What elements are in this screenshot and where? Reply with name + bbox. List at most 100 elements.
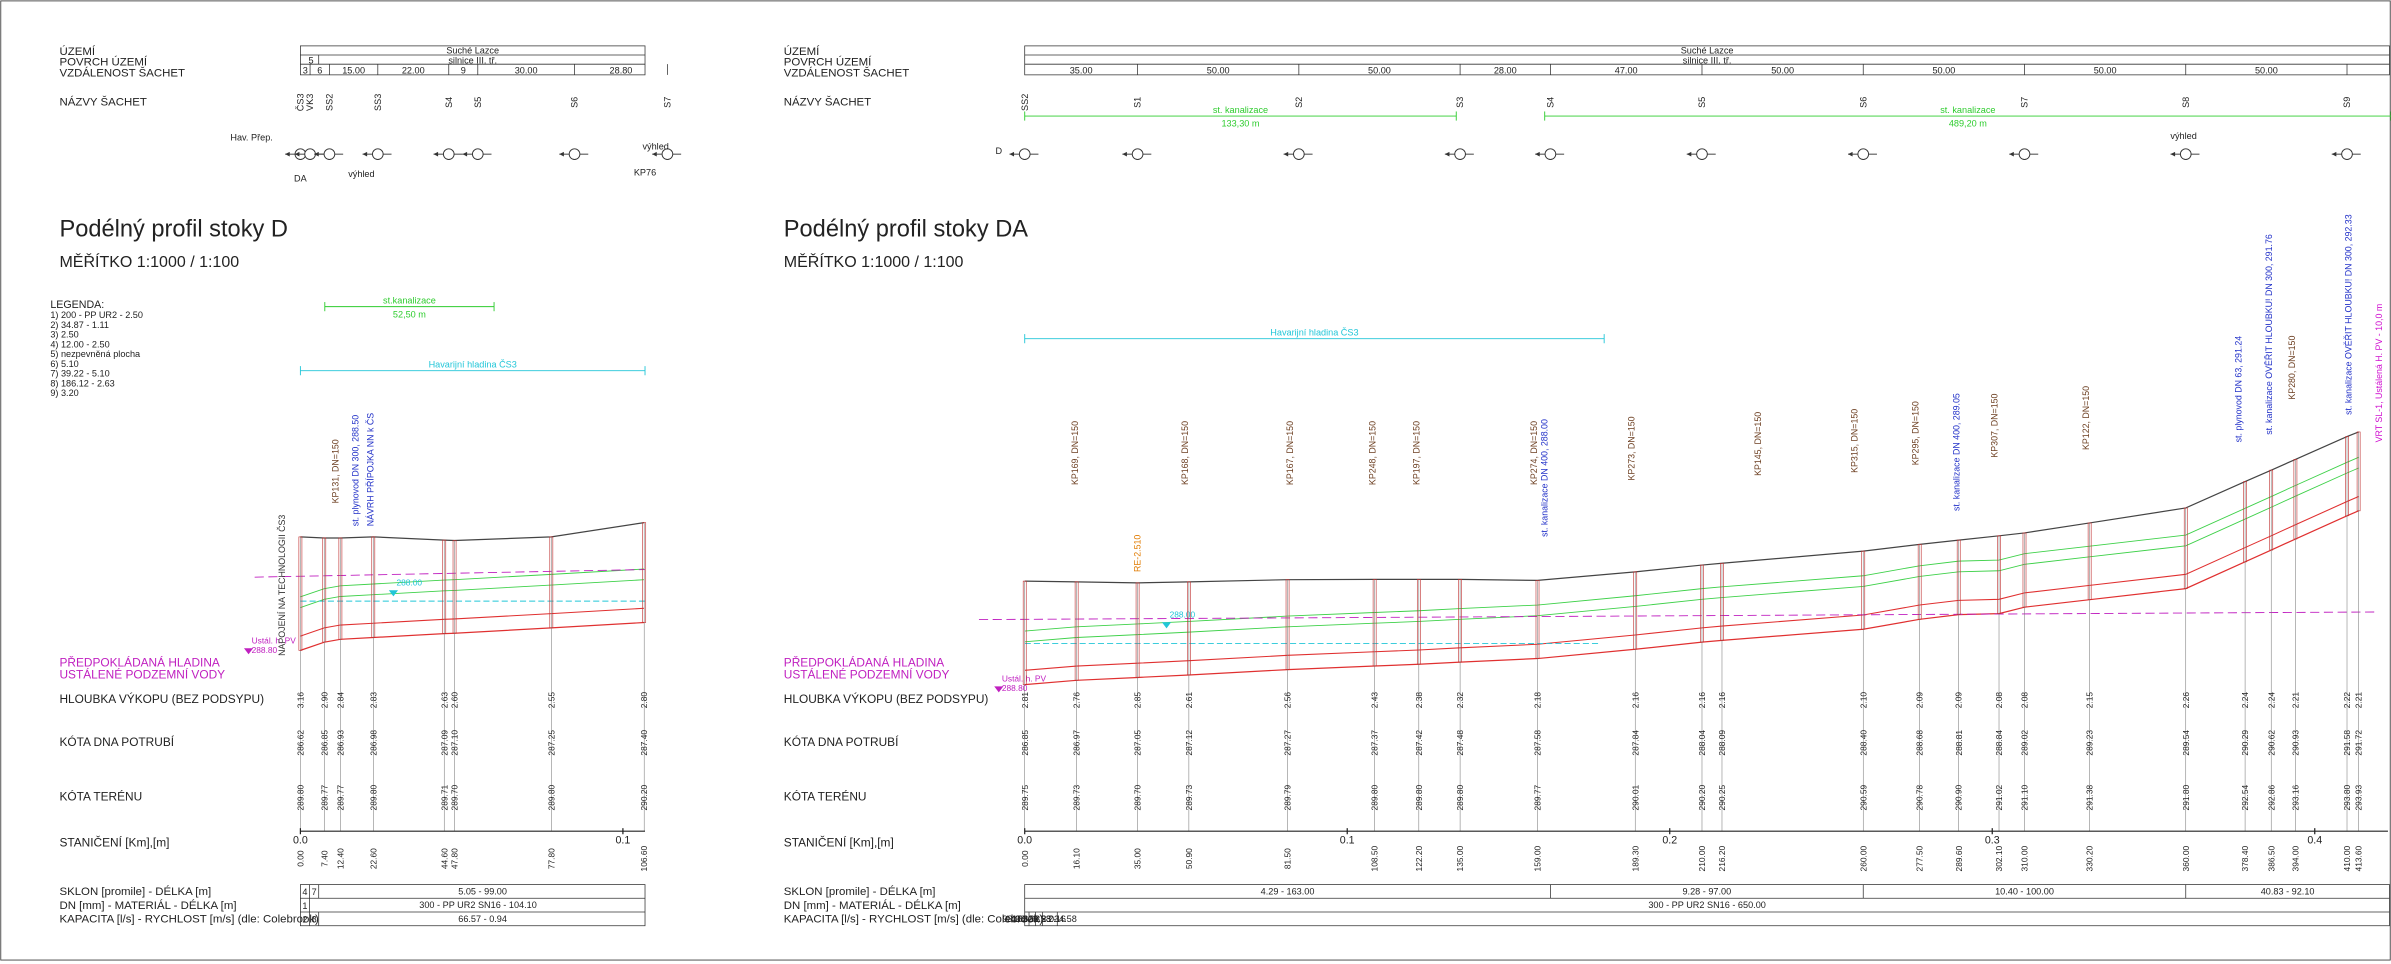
manhole bbox=[1917, 544, 1922, 620]
legend-item: 1) 200 - PP UR2 - 2.50 bbox=[50, 310, 143, 320]
invert-value: 286.97 bbox=[1072, 730, 1082, 756]
annotation: KP307, DN=150 bbox=[1990, 393, 2000, 457]
symbol-label: výhled bbox=[348, 169, 374, 179]
km-tick-label: 0.3 bbox=[1985, 834, 2000, 846]
depth-value: 2.24 bbox=[2240, 692, 2250, 709]
manhole bbox=[338, 537, 343, 640]
table-label: KAPACITA [l/s] - RYCHLOST [m/s] (dle: Co… bbox=[784, 914, 1044, 926]
shaft-distance: 50.00 bbox=[1932, 65, 1955, 75]
invert-value: 287.40 bbox=[639, 730, 649, 756]
legend-item: 7) 39.22 - 5.10 bbox=[50, 369, 109, 379]
table-code: 4 bbox=[302, 887, 307, 897]
manhole bbox=[1633, 571, 1638, 650]
groundwater-line bbox=[978, 611, 2379, 621]
station-value: 22.60 bbox=[368, 848, 378, 869]
row-label: STANIČENÍ [Km],[m] bbox=[59, 834, 169, 849]
invert-value: 287.09 bbox=[439, 730, 449, 756]
profile-scale: MĚŘÍTKO 1:1000 / 1:100 bbox=[784, 252, 964, 271]
shaft-distance: 50.00 bbox=[2094, 65, 2117, 75]
terrain-line bbox=[1024, 431, 2359, 584]
invert-value: 286.98 bbox=[368, 730, 378, 756]
station-value: 386.50 bbox=[2266, 845, 2276, 871]
surface: silnice III. tř. bbox=[448, 55, 497, 65]
row-label: HLOUBKA VÝKOPU (BEZ PODSYPU) bbox=[784, 691, 989, 706]
invert-value: 288.81 bbox=[1954, 730, 1964, 756]
manhole-symbol bbox=[2341, 148, 2353, 160]
manhole-symbol bbox=[1293, 148, 1305, 160]
km-tick-label: 0.4 bbox=[2307, 834, 2322, 846]
shaft-distance: 28.80 bbox=[610, 65, 633, 75]
span-label: st.kanalizace bbox=[383, 296, 436, 306]
manhole bbox=[298, 536, 303, 651]
annotation: KP280, DN=150 bbox=[2287, 336, 2297, 400]
annotation: KP167, DN=150 bbox=[1285, 421, 1295, 485]
km-tick-label: 0.0 bbox=[293, 834, 308, 846]
depth-value: 2.16 bbox=[1630, 692, 1640, 709]
manhole-symbol bbox=[1857, 148, 1870, 160]
pipe-top bbox=[300, 607, 645, 637]
invert-value: 287.25 bbox=[546, 730, 556, 756]
annotation: st. kanalizace OVĚŘIT HLOUBKU! DN 300, 2… bbox=[2264, 234, 2274, 435]
arrow-head bbox=[314, 151, 319, 157]
manhole-symbol bbox=[2179, 148, 2192, 160]
invert-value: 287.42 bbox=[1414, 730, 1424, 756]
arrow-head bbox=[1122, 151, 1127, 157]
manhole-symbol bbox=[1544, 148, 1557, 160]
shaft-distance: 35.00 bbox=[1070, 65, 1093, 75]
table-value: 5.05 - 99.00 bbox=[458, 886, 507, 896]
invert-value: 288.84 bbox=[1994, 730, 2004, 756]
depth-value: 2.24 bbox=[2266, 692, 2276, 709]
water-level-marker bbox=[388, 590, 398, 597]
manhole bbox=[1135, 582, 1140, 678]
shaft-name: S5 bbox=[1697, 97, 1707, 108]
shaft-distance: 50.00 bbox=[1207, 65, 1230, 75]
row-label: KÓTA TERÉNU bbox=[784, 789, 867, 804]
pipe-top bbox=[1024, 496, 2359, 671]
station-value: 310.00 bbox=[2020, 845, 2030, 871]
terrain-value: 289.73 bbox=[1184, 785, 1194, 811]
depth-value: 2.08 bbox=[2020, 692, 2030, 709]
manhole bbox=[2345, 436, 2349, 517]
station-value: 360.00 bbox=[2181, 845, 2191, 871]
symbol-label: DA bbox=[294, 174, 308, 184]
station-value: 135.00 bbox=[1455, 845, 1465, 871]
groundwater-marker bbox=[994, 686, 1004, 693]
manhole-symbol bbox=[323, 148, 336, 160]
header-table bbox=[300, 45, 646, 76]
station-value: 216.20 bbox=[1717, 845, 1727, 871]
terrain-value: 293.80 bbox=[2342, 785, 2352, 811]
station-value: 0.00 bbox=[1020, 850, 1030, 867]
terrain-value: 289.77 bbox=[1533, 785, 1543, 811]
row-label: USTÁLENÉ PODZEMNÍ VODY bbox=[59, 667, 225, 682]
invert-value: 290.62 bbox=[2266, 730, 2276, 756]
header-label: VZDÁLENOST ŠACHET bbox=[59, 66, 184, 79]
manhole bbox=[1720, 562, 1724, 641]
annotation: KP274, DN=150 bbox=[1529, 421, 1539, 485]
manhole bbox=[1700, 564, 1704, 643]
row-label: KÓTA DNA POTRUBÍ bbox=[784, 734, 899, 749]
row-label: USTÁLENÉ PODZEMNÍ VODY bbox=[784, 667, 950, 682]
groundwater-level: 288.80 bbox=[252, 645, 278, 655]
station-value: 394.00 bbox=[2290, 845, 2300, 871]
depth-value: 2.15 bbox=[2085, 692, 2095, 709]
manhole bbox=[1861, 550, 1866, 630]
manhole bbox=[2087, 522, 2092, 600]
terrain-value: 289.80 bbox=[368, 785, 378, 811]
annotation: KP131, DN=150 bbox=[331, 439, 341, 503]
manhole bbox=[2269, 469, 2274, 551]
existing-sewer bbox=[1024, 456, 2359, 632]
legend-title: LEGENDA: bbox=[50, 299, 104, 311]
arrow-head bbox=[1535, 151, 1540, 157]
arrow-head bbox=[294, 151, 300, 157]
shaft-distance: 30.00 bbox=[515, 65, 538, 75]
terrain-value: 289.80 bbox=[1414, 785, 1424, 811]
existing-sewer bbox=[300, 568, 645, 598]
manhole bbox=[1022, 580, 1027, 685]
span-label: st. kanalizace bbox=[1940, 105, 1995, 115]
table-value: 300 - PP UR2 SN16 - 104.10 bbox=[419, 900, 537, 910]
groundwater-label: Ustál. h. PV bbox=[1002, 674, 1047, 684]
terrain-value: 289.71 bbox=[439, 785, 449, 811]
station-value: 7.40 bbox=[319, 850, 329, 867]
manhole bbox=[2243, 481, 2247, 563]
